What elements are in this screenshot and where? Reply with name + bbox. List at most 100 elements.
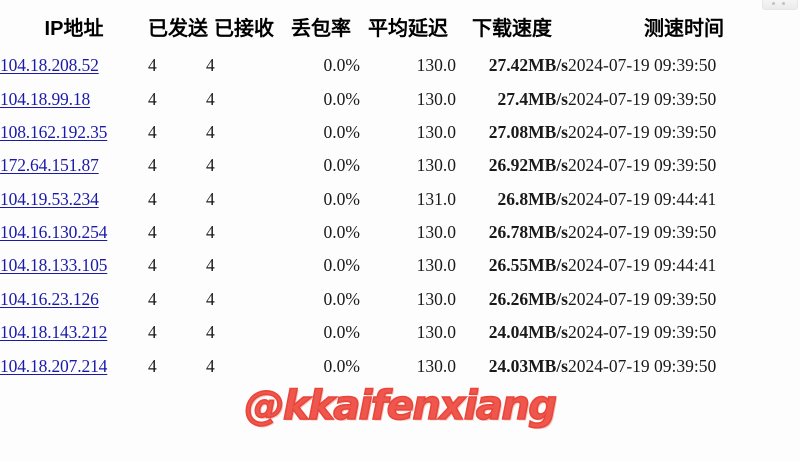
table-header-row: IP地址 已发送 已接收 丢包率 平均延迟 下载速度 测速时间 — [0, 8, 800, 49]
table-header: IP地址 已发送 已接收 丢包率 平均延迟 下载速度 测速时间 — [0, 8, 800, 49]
table-row: 104.16.23.126 4 4 0.0% 130.0 26.26MB/s 2… — [0, 283, 800, 316]
ip-link[interactable]: 104.18.133.105 — [0, 255, 108, 276]
ip-link[interactable]: 104.18.207.214 — [0, 355, 108, 376]
cell-time: 2024-07-19 09:44:41 — [568, 255, 717, 276]
cell-sent: 4 — [148, 55, 157, 76]
cell-time: 2024-07-19 09:39:50 — [568, 88, 717, 109]
cell-time: 2024-07-19 09:39:50 — [568, 155, 717, 176]
cell-time: 2024-07-19 09:39:50 — [568, 121, 717, 142]
cell-sent: 4 — [148, 88, 157, 109]
table-row: 104.16.130.254 4 4 0.0% 130.0 26.78MB/s … — [0, 216, 800, 249]
browser-chrome-fragment — [762, 0, 798, 10]
cell-latency: 130.0 — [416, 88, 456, 109]
column-header-time[interactable]: 测速时间 — [644, 18, 724, 40]
cell-latency: 130.0 — [416, 155, 456, 176]
cell-received: 4 — [206, 222, 215, 243]
cell-time: 2024-07-19 09:39:50 — [568, 222, 717, 243]
cell-time: 2024-07-19 09:39:50 — [568, 55, 717, 76]
cell-ip: 104.18.208.52 — [0, 49, 148, 82]
cell-latency: 131.0 — [416, 188, 456, 209]
cell-time: 2024-07-19 09:39:50 — [568, 322, 717, 343]
cell-latency: 130.0 — [416, 55, 456, 76]
ip-link[interactable]: 104.18.208.52 — [0, 55, 99, 76]
ip-link[interactable]: 108.162.192.35 — [0, 121, 108, 142]
cell-loss: 0.0% — [323, 255, 360, 276]
cell-time: 2024-07-19 09:39:50 — [568, 355, 717, 376]
table-row: 104.18.208.52 4 4 0.0% 130.0 27.42MB/s 2… — [0, 49, 800, 82]
chrome-dot-icon — [782, 2, 785, 5]
cell-ip: 104.18.99.18 — [0, 82, 148, 115]
watermark: @kkaifenxiang — [244, 382, 558, 430]
cell-speed: 26.92MB/s — [488, 155, 568, 176]
cell-speed: 26.8MB/s — [497, 188, 569, 209]
cell-sent: 4 — [148, 255, 157, 276]
cell-speed: 27.08MB/s — [488, 121, 568, 142]
ip-link[interactable]: 104.18.143.212 — [0, 322, 108, 343]
cell-ip: 104.16.130.254 — [0, 216, 148, 249]
column-header-ip[interactable]: IP地址 — [44, 18, 104, 40]
cell-ip: 104.19.53.234 — [0, 183, 148, 216]
cell-latency: 130.0 — [416, 288, 456, 309]
cell-sent: 4 — [148, 121, 157, 142]
table-row: 172.64.151.87 4 4 0.0% 130.0 26.92MB/s 2… — [0, 149, 800, 182]
cell-loss: 0.0% — [323, 121, 360, 142]
ip-link[interactable]: 172.64.151.87 — [0, 155, 99, 176]
table-row: 108.162.192.35 4 4 0.0% 130.0 27.08MB/s … — [0, 116, 800, 149]
column-header-received[interactable]: 已接收 — [214, 18, 274, 40]
cell-received: 4 — [206, 55, 215, 76]
cell-sent: 4 — [148, 188, 157, 209]
cell-received: 4 — [206, 322, 215, 343]
cell-latency: 130.0 — [416, 355, 456, 376]
cell-loss: 0.0% — [323, 188, 360, 209]
cell-latency: 130.0 — [416, 255, 456, 276]
table-row: 104.18.143.212 4 4 0.0% 130.0 24.04MB/s … — [0, 316, 800, 349]
cell-time: 2024-07-19 09:44:41 — [568, 188, 717, 209]
cell-sent: 4 — [148, 155, 157, 176]
cell-received: 4 — [206, 121, 215, 142]
column-header-speed[interactable]: 下载速度 — [472, 18, 552, 40]
cell-ip: 108.162.192.35 — [0, 116, 148, 149]
ip-link[interactable]: 104.18.99.18 — [0, 88, 91, 109]
cell-sent: 4 — [148, 322, 157, 343]
cell-speed: 24.04MB/s — [488, 322, 568, 343]
cell-sent: 4 — [148, 355, 157, 376]
table-row: 104.18.207.214 4 4 0.0% 130.0 24.03MB/s … — [0, 349, 800, 382]
cell-loss: 0.0% — [323, 322, 360, 343]
cell-ip: 104.18.133.105 — [0, 249, 148, 282]
cell-ip: 172.64.151.87 — [0, 149, 148, 182]
cell-ip: 104.16.23.126 — [0, 283, 148, 316]
cell-speed: 27.4MB/s — [497, 88, 569, 109]
cell-ip: 104.18.207.214 — [0, 349, 148, 382]
column-header-loss[interactable]: 丢包率 — [291, 18, 351, 40]
cell-received: 4 — [206, 88, 215, 109]
cell-sent: 4 — [148, 222, 157, 243]
cell-received: 4 — [206, 188, 215, 209]
ip-link[interactable]: 104.16.130.254 — [0, 222, 108, 243]
cell-loss: 0.0% — [323, 88, 360, 109]
ip-link[interactable]: 104.19.53.234 — [0, 188, 99, 209]
cell-time: 2024-07-19 09:39:50 — [568, 288, 717, 309]
cell-speed: 24.03MB/s — [488, 355, 568, 376]
cell-sent: 4 — [148, 288, 157, 309]
ip-speedtest-table: IP地址 已发送 已接收 丢包率 平均延迟 下载速度 测速时间 104.18.2… — [0, 8, 800, 383]
chrome-dot-icon — [772, 2, 775, 5]
column-header-sent[interactable]: 已发送 — [148, 18, 208, 40]
cell-loss: 0.0% — [323, 288, 360, 309]
cell-loss: 0.0% — [323, 222, 360, 243]
cell-latency: 130.0 — [416, 121, 456, 142]
cell-ip: 104.18.143.212 — [0, 316, 148, 349]
cell-speed: 26.26MB/s — [488, 288, 568, 309]
cell-speed: 27.42MB/s — [488, 55, 568, 76]
cell-speed: 26.78MB/s — [488, 222, 568, 243]
cell-received: 4 — [206, 288, 215, 309]
ip-link[interactable]: 104.16.23.126 — [0, 288, 99, 309]
cell-loss: 0.0% — [323, 55, 360, 76]
table-body: 104.18.208.52 4 4 0.0% 130.0 27.42MB/s 2… — [0, 49, 800, 383]
cell-received: 4 — [206, 155, 215, 176]
table-row: 104.19.53.234 4 4 0.0% 131.0 26.8MB/s 20… — [0, 183, 800, 216]
column-header-latency[interactable]: 平均延迟 — [368, 18, 448, 40]
cell-loss: 0.0% — [323, 355, 360, 376]
cell-loss: 0.0% — [323, 155, 360, 176]
table-row: 104.18.99.18 4 4 0.0% 130.0 27.4MB/s 202… — [0, 82, 800, 115]
